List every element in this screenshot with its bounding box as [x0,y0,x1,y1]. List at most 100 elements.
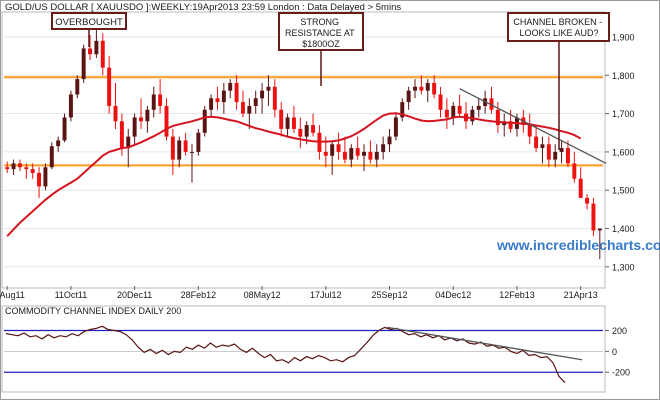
price-candle [311,113,316,137]
price-candle [107,56,112,114]
cci-y-axis: 200 0 -200 [605,326,630,378]
annotation-resistance-line-1: STRONG [300,17,339,27]
price-candle [425,79,430,103]
candle-body [304,125,309,137]
price-candle [190,144,194,183]
cci-y-tick-label: 0 [612,347,617,357]
price-candle [56,136,61,152]
candle-body [527,125,532,137]
candle-body [451,105,456,118]
price-candle [170,128,175,175]
price-candle [43,163,48,191]
price-x-tick-label: 20Dec11 [117,290,152,300]
candle-body [177,140,182,160]
price-candle [362,144,367,172]
price-x-tick-label: 28Feb12 [181,290,217,300]
candle-body [56,140,61,147]
price-candle [495,102,500,133]
cci-y-tick-label: 200 [612,326,627,336]
candle-body [572,163,577,179]
candle-body [387,136,392,145]
price-candle [342,136,347,164]
price-candle [279,102,284,137]
cci-trendline [387,326,583,361]
price-panel: GOLD/US DOLLAR [ XAUUSDO ]:WEEKLY:19Apr2… [0,2,660,300]
price-candle [591,197,596,237]
price-candle [553,144,558,168]
price-candle [177,136,182,168]
candle-body [406,90,411,103]
candle-body [221,90,226,103]
candle-body [68,94,73,118]
candle-body [145,109,150,122]
price-candle [88,35,93,60]
price-chart-title: GOLD/US DOLLAR [ XAUUSDO ]:WEEKLY:19Apr2… [5,2,401,13]
candle-body [107,67,112,106]
candle-body [330,144,335,156]
candle-body [113,105,118,122]
price-candle [272,79,277,118]
candle-body [253,98,258,106]
price-candle [572,151,577,183]
price-candle [151,86,156,118]
price-candle [368,140,373,164]
candle-body [419,86,424,91]
candle-body [285,117,290,129]
price-candle [559,140,564,164]
candle-body [476,105,481,110]
candle-body [291,117,296,129]
price-candle [413,79,417,99]
price-candle [24,163,29,179]
annotation-resistance-line-2: RESISTANCE AT [285,28,355,38]
price-x-tick-label: 12Feb13 [499,290,535,300]
candle-body [393,117,398,137]
price-candle [534,125,539,152]
candle-body [578,178,583,198]
candle-body [546,144,551,160]
annotation-channel-box [507,12,610,42]
candle-body [591,203,596,231]
candle-body [260,90,265,99]
price-y-tick-label: 1,700 [612,109,635,119]
price-trendline-line [459,88,607,164]
candle-body [183,140,188,152]
price-x-tick-label: 21Apr13 [564,290,598,300]
price-candle [374,144,379,168]
candle-body [164,105,169,137]
candle-body [266,86,271,91]
cci-panel: COMMODITY CHANNEL INDEX DAILY 200 200 0 -2… [1,305,630,393]
candle-body [342,151,347,160]
watermark: www.incrediblecharts.com [496,237,660,253]
price-candle [234,75,239,110]
candle-body [489,98,494,110]
price-candle [438,86,443,118]
cci-trendline-line [387,326,583,361]
annotation-resistance-box [278,12,364,51]
price-candle [527,113,532,145]
price-trendline [459,88,607,164]
candle-body [62,117,67,141]
price-candle [419,75,424,95]
price-x-tick-label: 11Oct11 [55,290,88,300]
price-candle [49,142,54,170]
price-candle [387,128,392,152]
price-candle [508,109,513,133]
candle-body [247,105,252,114]
price-x-tick-label: 02Aug11 [0,290,25,300]
candle-body [374,151,379,160]
candle-body [323,151,328,156]
candle-body [228,82,233,91]
annotation-overbought-box [51,12,127,30]
candle-body [75,79,80,95]
candle-body [381,144,386,152]
candle-body [158,94,163,106]
cci-chart-title: COMMODITY CHANNEL INDEX DAILY 200 [5,306,181,316]
annotation-resistance-text: STRONG RESISTANCE AT $1800OZ [285,17,357,49]
price-x-axis: 02Aug11 11Oct11 20Dec11 28Feb12 08May12 17Jul… [0,286,598,300]
price-candle [158,79,163,114]
price-candle [37,167,42,198]
price-candle [597,228,602,260]
cci-plot-area [1,305,606,393]
candle-body [215,98,220,103]
